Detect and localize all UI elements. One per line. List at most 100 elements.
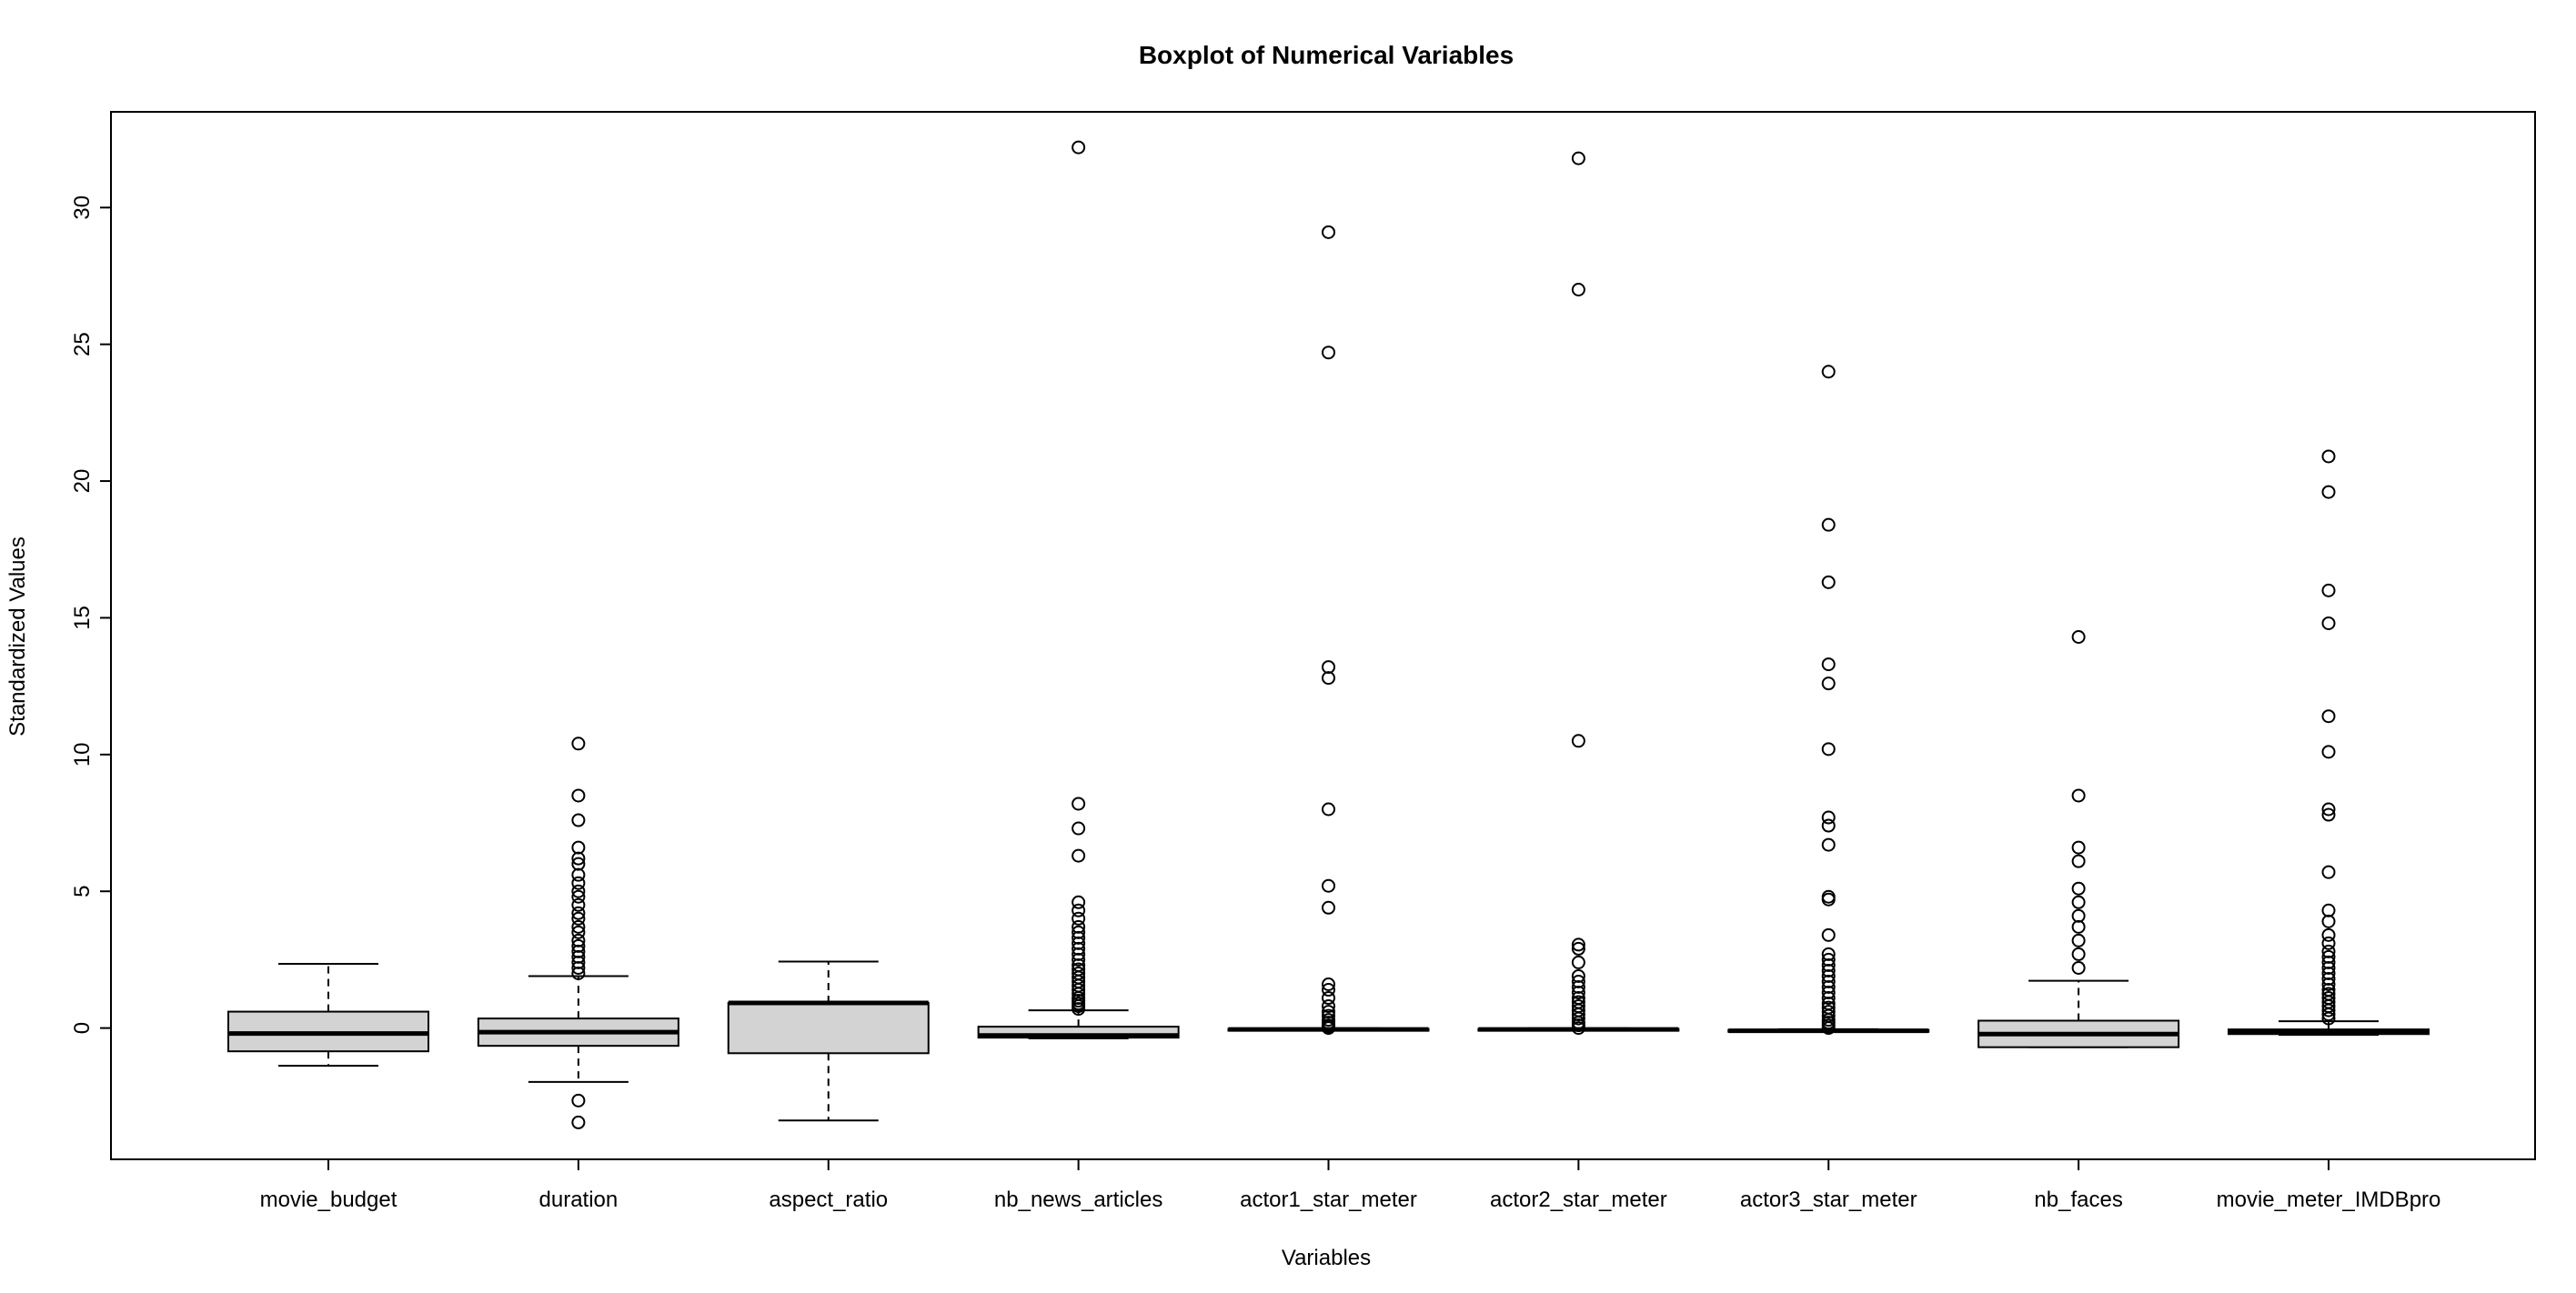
x-axis: movie_budget duration aspect_ratio nb_news_… [260, 1158, 2440, 1212]
outlier-point [2321, 903, 2336, 917]
outlier-point [1821, 837, 1836, 852]
outlier-point [1571, 974, 1585, 988]
outlier-point [571, 1093, 586, 1108]
outlier-point [2321, 449, 2336, 464]
outlier-point [2071, 947, 2086, 961]
outlier-point [1322, 1005, 1335, 1019]
y-axis: 0 5 10 15 20 25 30 [70, 195, 112, 1034]
outlier-point [2321, 583, 2336, 597]
boxes-layer [227, 140, 2430, 1129]
outlier-point [1821, 1005, 1836, 1019]
outlier-point [571, 737, 586, 751]
box-actor3-star-meter [1727, 365, 1930, 1036]
outlier-point [1571, 941, 1585, 956]
outlier-point [571, 906, 586, 920]
outlier-point [1322, 983, 1335, 997]
outlier-point [1322, 1013, 1335, 1027]
outlier-point [1072, 903, 1086, 917]
x-tick-label-nb-faces: nb_faces [2034, 1188, 2122, 1212]
outlier-point [571, 897, 586, 912]
outlier-point [1571, 937, 1585, 952]
x-tick-label-movie-budget: movie_budget [260, 1188, 397, 1212]
y-tick-label: 5 [70, 886, 95, 897]
outlier-point [2321, 936, 2336, 950]
outlier-point [2321, 485, 2336, 499]
x-tick-label-actor1-star-meter: actor1_star_meter [1240, 1188, 1417, 1212]
box-actor1-star-meter [1227, 225, 1430, 1036]
outlier-point [2321, 802, 2336, 817]
x-tick-label-actor2-star-meter: actor2_star_meter [1490, 1188, 1667, 1212]
outlier-point [1322, 802, 1335, 817]
outlier-point [571, 911, 586, 926]
outlier-point [1821, 889, 1836, 904]
outlier-point [1072, 911, 1086, 926]
outlier-point [1072, 140, 1086, 155]
outlier-point [571, 857, 586, 871]
outlier-point [1821, 657, 1836, 672]
outlier-point [1072, 925, 1086, 939]
outlier-point [1821, 952, 1836, 967]
outlier-point [1322, 660, 1335, 675]
outlier-point [571, 840, 586, 855]
outlier-point [2071, 854, 2086, 868]
outlier-point [2321, 949, 2336, 964]
box-duration [477, 737, 679, 1129]
outlier-point [1571, 283, 1585, 297]
outlier-point [1072, 966, 1086, 980]
outlier-point [1072, 895, 1086, 909]
outlier-point [2071, 788, 2086, 803]
outlier-point [1072, 821, 1086, 836]
outlier-point [571, 919, 586, 934]
y-tick-label: 20 [70, 469, 95, 494]
outlier-point [1322, 225, 1335, 239]
outlier-point [2321, 927, 2336, 942]
chart-title: Boxplot of Numerical Variables [1139, 41, 1514, 69]
outlier-point [1571, 955, 1585, 969]
outlier-point [571, 889, 586, 904]
y-tick-label: 0 [70, 1022, 95, 1034]
outlier-point [1571, 151, 1585, 165]
outlier-point [1821, 365, 1836, 379]
box-movie-budget [227, 962, 429, 1067]
outlier-point [571, 925, 586, 939]
y-tick-label: 30 [70, 195, 95, 220]
outlier-point [1571, 734, 1585, 748]
outlier-point [2321, 745, 2336, 759]
outlier-point [571, 1115, 586, 1129]
outlier-point [1322, 999, 1335, 1014]
iqr-box [727, 1001, 930, 1055]
outlier-point [1821, 927, 1836, 942]
y-axis-label: Standardized Values [5, 536, 30, 737]
box-nb-faces [1977, 630, 2180, 1048]
y-tick-label: 25 [70, 332, 95, 356]
outlier-point [1072, 919, 1086, 934]
outlier-point [571, 876, 586, 890]
outlier-point [2071, 908, 2086, 923]
outlier-point [2321, 616, 2336, 630]
outlier-point [1821, 1000, 1836, 1015]
outlier-point [2071, 840, 2086, 855]
outlier-point [1072, 962, 1086, 977]
outlier-point [2071, 960, 2086, 975]
outlier-point [1821, 517, 1836, 532]
outlier-point [1322, 878, 1335, 893]
outlier-point [1072, 848, 1086, 863]
outlier-point [1322, 991, 1335, 1006]
outlier-point [571, 933, 586, 947]
x-axis-label: Variables [1282, 1246, 1371, 1270]
outlier-point [2321, 709, 2336, 724]
outlier-point [2321, 865, 2336, 879]
outlier-point [1821, 818, 1836, 833]
outlier-point [2321, 987, 2336, 1001]
outlier-point [2071, 895, 2086, 909]
outlier-point [2321, 991, 2336, 1006]
x-tick-label-duration: duration [539, 1188, 619, 1212]
outlier-point [2321, 944, 2336, 958]
outlier-point [1571, 995, 1585, 1009]
outlier-point [1821, 742, 1836, 757]
outlier-point [1821, 810, 1836, 825]
outlier-point [1322, 1008, 1335, 1023]
outlier-point [1322, 900, 1335, 915]
